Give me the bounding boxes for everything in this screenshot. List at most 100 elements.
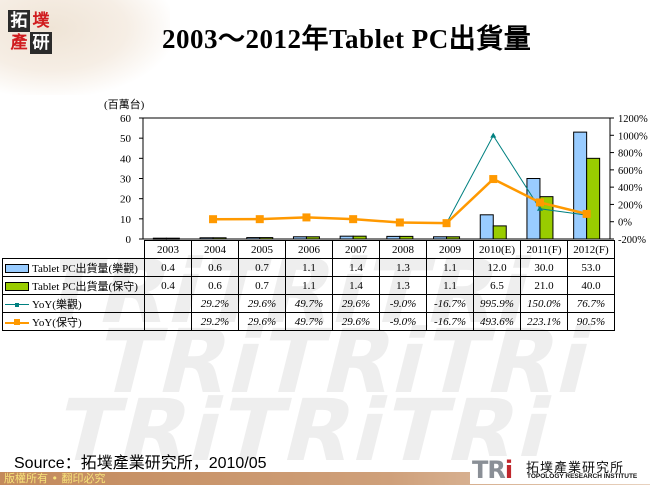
- triangle-marker: [536, 205, 543, 211]
- y-tick-label: 10: [120, 214, 132, 226]
- logo-char: 拓: [8, 10, 30, 32]
- y2-tick-label: 600%: [618, 166, 643, 177]
- table-cell: -16.7%: [426, 312, 474, 331]
- slide-title: 2003～2012年Tablet PC出貨量: [162, 24, 532, 54]
- y-tick-label: 50: [120, 133, 132, 145]
- table-cell: 90.5%: [567, 312, 615, 331]
- table-row: Tablet PC出貨量(保守) 0.4 0.6 0.7 1.1 1.4 1.3 1.1 6.5…: [2, 276, 615, 295]
- y-tick-label: 20: [120, 194, 132, 206]
- square-marker: [349, 215, 358, 224]
- table-cell: -9.0%: [379, 312, 427, 331]
- table-cell: 150.0%: [520, 294, 568, 313]
- square-marker: [209, 215, 218, 224]
- y2-tick-label: 800%: [618, 149, 643, 160]
- table-cell: 0.6: [191, 258, 239, 277]
- y2-tick-label: -200%: [618, 235, 646, 246]
- table-year-header: 2008: [379, 240, 427, 259]
- table-year-header: 2012(F): [567, 240, 615, 259]
- table-cell: 1.1: [426, 258, 474, 277]
- bar: [433, 236, 448, 240]
- y2-tick-label: 200%: [618, 200, 643, 211]
- table-row: YoY(樂觀) 29.2% 29.6% 49.7% 29.6% -9.0% -16.7% 99…: [2, 294, 615, 313]
- bar: [539, 196, 554, 240]
- table-cell: 1.4: [332, 258, 380, 277]
- legend-square-line-icon: [5, 318, 29, 327]
- legend-key: YoY(保守): [2, 312, 145, 331]
- table-cell: 29.6%: [332, 294, 380, 313]
- logo-char: 產: [10, 33, 28, 53]
- square-marker: [302, 213, 311, 222]
- table-cell: 493.6%: [473, 312, 521, 331]
- table-cell: 0.4: [144, 258, 192, 277]
- table-year-header: 2006: [285, 240, 333, 259]
- table-cell: 1.3: [379, 258, 427, 277]
- table-cell: -16.7%: [426, 294, 474, 313]
- table-cell: [144, 312, 192, 331]
- table-cell: 12.0: [473, 258, 521, 277]
- triangle-marker: [490, 132, 497, 138]
- chart-canvas: (百萬台) 0 10 20 30 40 50 60 -200% 0% 200% 400% 600% 800…: [104, 97, 648, 246]
- square-marker: [582, 209, 591, 218]
- table-cell: 30.0: [520, 258, 568, 277]
- table-cell: 29.2%: [191, 312, 239, 331]
- tri-brand-logo: TRi 拓墣產業研究所 TOPOLOGY RESEARCH INSTITUTE: [470, 456, 650, 484]
- square-marker: [442, 219, 451, 228]
- bar: [526, 178, 541, 240]
- legend-triangle-line-icon: [5, 300, 29, 309]
- bar: [573, 131, 588, 240]
- table-cell: 29.2%: [191, 294, 239, 313]
- table-cell: 223.1%: [520, 312, 568, 331]
- bar: [212, 237, 227, 240]
- legend-label: Tablet PC出貨量(保守): [32, 280, 138, 293]
- bar: [586, 157, 601, 240]
- bar: [492, 225, 507, 240]
- table-cell: 6.5: [473, 276, 521, 295]
- bar: [339, 235, 354, 240]
- y2-tick-label: 0%: [618, 218, 632, 229]
- bar: [165, 237, 180, 240]
- square-marker: [489, 175, 498, 184]
- bar: [352, 235, 367, 240]
- legend-key: Tablet PC出貨量(保守): [2, 276, 145, 295]
- table-cell: 40.0: [567, 276, 615, 295]
- bar: [386, 235, 401, 240]
- bar: [246, 237, 261, 240]
- bar: [446, 236, 461, 240]
- org-name-en: TOPOLOGY RESEARCH INSTITUTE: [527, 473, 638, 480]
- bar: [305, 236, 320, 240]
- table-row: Tablet PC出貨量(樂觀) 0.4 0.6 0.7 1.1 1.4 1.3 1.1 12.…: [2, 258, 615, 277]
- table-cell: 49.7%: [285, 294, 333, 313]
- bar: [479, 214, 494, 240]
- table-cell: 0.7: [238, 258, 286, 277]
- bar: [292, 236, 307, 240]
- table-cell: 0.7: [238, 276, 286, 295]
- table-cell: 29.6%: [238, 294, 286, 313]
- table-cell: 0.4: [144, 276, 192, 295]
- table-cell: 29.6%: [332, 312, 380, 331]
- tri-mark: TRi: [472, 456, 513, 484]
- logo-char: 墣: [32, 11, 50, 31]
- y2-tick-label: 1200%: [618, 114, 648, 125]
- table-cell: 53.0: [567, 258, 615, 277]
- table-year-header: 2005: [238, 240, 286, 259]
- table-cell: -9.0%: [379, 294, 427, 313]
- chart-data-table: 2003 2004 2005 2006 2007 2008 2009 2010(E) 2011(…: [2, 240, 615, 331]
- square-marker: [535, 198, 544, 207]
- table-cell: 1.1: [285, 276, 333, 295]
- table-corner: [2, 240, 145, 259]
- table-year-header: 2010(E): [473, 240, 521, 259]
- copyright-notice: 版權所有 • 翻印必究: [4, 472, 106, 485]
- table-year-header: 2009: [426, 240, 474, 259]
- y-axis-label: (百萬台): [104, 97, 145, 111]
- legend-label: YoY(樂觀): [32, 298, 82, 311]
- y-tick-label: 60: [120, 113, 132, 125]
- table-cell: 49.7%: [285, 312, 333, 331]
- bar: [199, 237, 214, 240]
- legend-label: YoY(保守): [32, 316, 82, 329]
- table-cell: 76.7%: [567, 294, 615, 313]
- table-cell: 0.6: [191, 276, 239, 295]
- table-cell: 995.9%: [473, 294, 521, 313]
- legend-key: Tablet PC出貨量(樂觀): [2, 258, 145, 277]
- table-cell: 29.6%: [238, 312, 286, 331]
- legend-swatch-icon: [5, 264, 29, 274]
